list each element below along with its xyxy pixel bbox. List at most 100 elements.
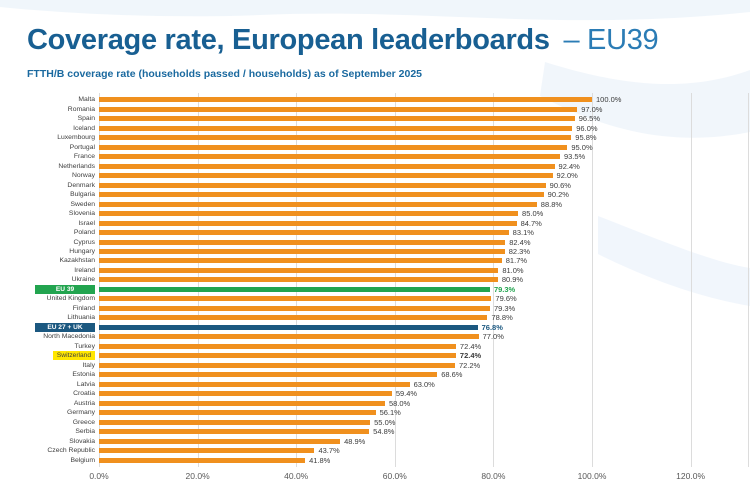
row-label: EU 39 [0,284,99,294]
value-label: 55.0% [374,417,396,427]
row-label: Malta [78,96,95,104]
bar [99,135,572,141]
row-label: North Macedonia [43,333,95,341]
plot-right-border [748,93,749,467]
value-label: 90.2% [547,190,569,200]
chart-row: Spain 96.5% [0,114,750,123]
value-label: 77.0% [482,332,504,342]
bar [99,230,509,236]
x-axis-tick-label: 20.0% [185,471,210,481]
value-label: 68.6% [441,370,463,380]
bar [99,248,505,254]
page-title: Coverage rate, European leaderboards – E… [27,24,659,57]
chart-row: Israel 84.7% [0,218,750,228]
chart-row: Cyprus 82.4% [0,237,750,247]
page-title-main: Coverage rate, European leaderboards [27,24,550,56]
chart-row: EU 39 79.3% [0,284,750,294]
chart-row: France 93.5% [0,152,750,161]
row-label: Serbia [75,428,95,436]
bar [99,173,553,179]
bar [99,239,506,245]
row-label: France [73,153,95,161]
row-label: Portugal [69,143,95,151]
chart-row: Croatia 59.4% [0,389,750,398]
gridline [592,93,593,467]
chart-row: Italy 72.2% [0,361,750,370]
bar [99,372,438,378]
bar [99,362,455,368]
chart-row: United Kingdom 79.6% [0,294,750,303]
value-label: 72.2% [458,360,481,370]
row-label: Austria [73,399,95,407]
row-label-highlight-box: EU 27 + UK [35,322,95,332]
value-label: 63.0% [413,379,435,389]
row-label: Estonia [72,371,95,379]
row-label: Switzerland [0,351,99,361]
row-label: Ireland [74,266,95,274]
value-label: 85.0% [522,209,544,219]
chart-row: Bulgaria 90.2% [0,190,750,199]
x-axis-tick-label: 40.0% [284,471,309,481]
x-axis-tick-label: 0.0% [89,471,109,481]
row-label: Belgium [70,456,95,464]
chart-row: Estonia 68.6% [0,370,750,379]
bar [99,391,392,397]
row-label: Greece [72,418,95,426]
chart-row: EU 27 + UK 76.8% [0,322,750,332]
row-label: Finland [72,304,95,312]
value-label: 79.3% [493,303,516,313]
bar [99,315,488,321]
gridline [690,93,692,467]
x-axis-tick-label: 120.0% [676,471,706,481]
bar [99,410,376,416]
chart-row: Denmark 90.6% [0,180,750,190]
chart-row: Iceland 96.0% [0,123,750,133]
x-axis: 0.0% 20.0% 40.0% 60.0% 80.0% 100.0% 120.0% [0,471,750,485]
row-label-highlight-box: Switzerland [52,351,95,361]
value-label: 81.0% [502,265,524,275]
value-label: 59.4% [395,389,418,399]
bar [99,277,498,283]
chart-row: Turkey 72.4% [0,342,750,351]
value-label: 96.0% [576,123,598,133]
chart-subtitle: FTTH/B coverage rate (households passed … [27,68,423,80]
row-label: Czech Republic [47,447,95,455]
value-label: 88.8% [540,199,563,209]
chart-row: Austria 58.0% [0,399,750,408]
row-label: Germany [67,409,95,417]
row-label: Hungary [69,247,95,255]
value-label: 79.6% [495,294,517,304]
bar [99,343,456,349]
value-label: 72.4% [459,341,482,351]
bar [99,258,502,264]
value-label: 95.8% [575,133,597,143]
bar [99,457,306,463]
value-label: 56.1% [379,408,401,418]
bar [99,144,568,150]
row-label: Kazakhstan [59,257,95,265]
chart-row: Latvia 63.0% [0,380,750,389]
row-label: Denmark [67,181,95,189]
bar [99,429,370,435]
row-label: Israel [78,219,95,227]
bar [99,201,537,207]
chart-row: Serbia 54.8% [0,427,750,436]
value-label: 41.8% [309,455,331,465]
chart-row: Kazakhstan 81.7% [0,256,750,265]
row-label: Bulgaria [70,191,95,199]
value-label: 83.1% [512,228,534,238]
row-label: Ukraine [71,276,95,284]
bar [99,116,575,122]
value-label: 84.7% [520,218,542,228]
row-label: Norway [71,172,95,180]
value-label: 78.8% [491,313,513,323]
value-label: 100.0% [596,95,622,105]
x-axis-tick-label: 80.0% [481,471,506,481]
bar [99,296,492,302]
value-label: 48.9% [344,436,366,446]
row-label-highlight-box: EU 39 [35,284,95,294]
bar [99,419,371,425]
bar [99,192,544,198]
chart-row: Lithuania 78.8% [0,313,750,322]
